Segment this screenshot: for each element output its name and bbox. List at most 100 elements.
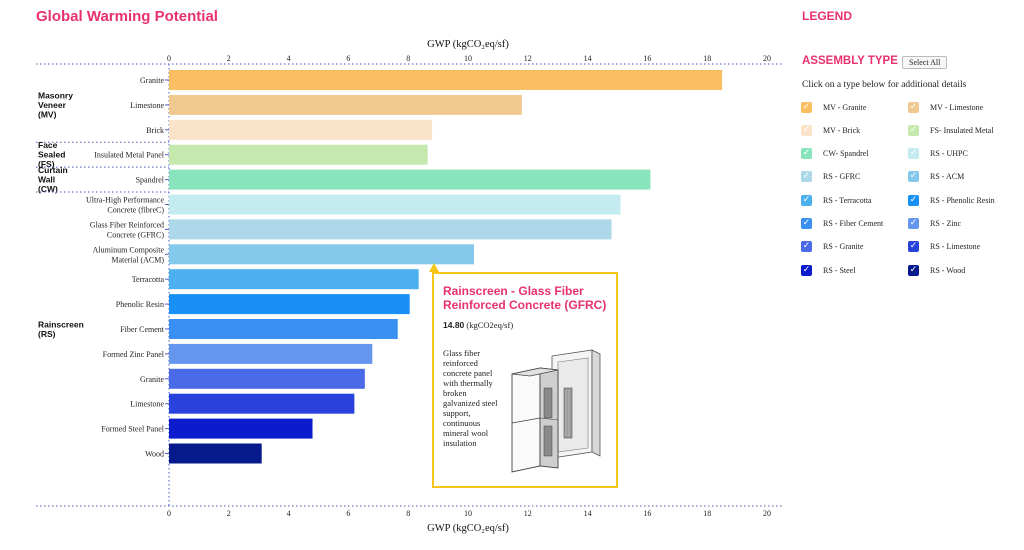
legend-hint: Click on a type below for additional det…: [802, 80, 967, 90]
checkbox[interactable]: ✓: [801, 148, 812, 160]
checkbox[interactable]: ✓: [908, 148, 919, 160]
x-tick-label-top: 16: [643, 54, 651, 63]
legend-item[interactable]: ✓ RS - UHPC: [908, 147, 968, 161]
checkbox[interactable]: ✓: [801, 171, 812, 183]
legend-item[interactable]: ✓ CW- Spandrel: [801, 147, 869, 161]
x-tick-label-bottom: 8: [406, 509, 410, 518]
legend-item[interactable]: ✓ RS - Limestone: [908, 240, 980, 254]
bar-label: Granite: [140, 375, 164, 384]
legend-item-label: MV - Brick: [823, 125, 861, 135]
x-tick-label-bottom: 0: [167, 509, 171, 518]
x-tick-label-bottom: 12: [524, 509, 532, 518]
bar-label: Limestone: [130, 101, 164, 110]
legend-item[interactable]: ✓ RS - Phenolic Resin: [908, 193, 995, 207]
bar: [169, 219, 612, 240]
legend-item[interactable]: ✓ FS- Insulated Metal: [908, 123, 994, 137]
x-tick-label-bottom: 18: [703, 509, 711, 518]
legend-item[interactable]: ✓ RS - GFRC: [801, 170, 860, 184]
tooltip-description: Glass fiber reinforced concrete panel wi…: [443, 348, 498, 448]
group-label: Face: [38, 140, 58, 150]
checkbox[interactable]: ✓: [908, 194, 919, 206]
bar-label: Formed Zinc Panel: [103, 350, 165, 359]
bar-label: Formed Steel Panel: [101, 425, 164, 434]
checkbox[interactable]: ✓: [801, 264, 812, 276]
legend-item[interactable]: ✓ RS - Zinc: [908, 217, 961, 231]
group-label: (CW): [38, 184, 58, 194]
x-tick-label-bottom: 6: [346, 509, 350, 518]
x-tick-label-top: 4: [287, 54, 291, 63]
tooltip-arrow: [429, 263, 439, 272]
check-icon: ✓: [802, 241, 811, 252]
bar-label: Insulated Metal Panel: [94, 151, 165, 160]
bar-label: Brick: [146, 126, 164, 135]
check-icon: ✓: [909, 148, 918, 159]
checkbox[interactable]: ✓: [801, 194, 812, 206]
bar-label: Concrete (fibreC): [107, 206, 164, 215]
check-icon: ✓: [909, 241, 918, 252]
checkbox[interactable]: ✓: [801, 124, 812, 136]
checkbox[interactable]: ✓: [801, 101, 812, 113]
checkbox[interactable]: ✓: [908, 241, 919, 253]
legend-item[interactable]: ✓ RS - Fiber Cement: [801, 217, 883, 231]
checkbox[interactable]: ✓: [908, 124, 919, 136]
x-tick-label-top: 12: [524, 54, 532, 63]
legend-item[interactable]: ✓ MV - Limestone: [908, 100, 983, 114]
group-label: Sealed: [38, 150, 65, 160]
checkbox[interactable]: ✓: [801, 218, 812, 229]
x-tick-label-bottom: 10: [464, 509, 472, 518]
legend-item[interactable]: ✓ MV - Brick: [801, 123, 860, 137]
legend-item-label: RS - Terracotta: [823, 195, 872, 205]
bar: [169, 393, 355, 414]
legend-item[interactable]: ✓ RS - Granite: [801, 240, 863, 254]
group-label: Masonry: [38, 90, 73, 100]
legend-item[interactable]: ✓ MV - Granite: [801, 100, 866, 114]
check-icon: ✓: [909, 101, 918, 112]
bar: [169, 418, 313, 439]
legend-item-label: RS - Wood: [930, 265, 966, 275]
x-tick-label-top: 6: [346, 54, 350, 63]
x-tick-label-top: 0: [167, 54, 171, 63]
group-label: Rainscreen: [38, 319, 84, 329]
legend-item[interactable]: ✓ RS - Wood: [908, 263, 965, 277]
legend-item-label: RS - Steel: [823, 265, 856, 275]
x-axis-title-top: GWP (kgCO₂eq/sf): [427, 39, 509, 50]
group-label: Veneer: [38, 100, 67, 110]
checkbox[interactable]: ✓: [908, 218, 919, 229]
x-tick-label-top: 20: [763, 54, 771, 63]
legend-title: LEGEND: [802, 9, 853, 23]
x-tick-label-bottom: 16: [643, 509, 651, 518]
x-tick-label-bottom: 2: [227, 509, 231, 518]
select-all-button[interactable]: Select All: [902, 56, 948, 69]
check-icon: ✓: [909, 171, 918, 182]
legend-item[interactable]: ✓ RS - Steel: [801, 263, 855, 277]
bar: [169, 194, 621, 215]
check-icon: ✓: [802, 101, 811, 112]
legend-item-label: RS - GFRC: [823, 172, 861, 182]
checkbox[interactable]: ✓: [908, 101, 919, 113]
check-icon: ✓: [909, 124, 918, 135]
x-tick-label-top: 10: [464, 54, 472, 63]
group-label: (MV): [38, 109, 57, 119]
gfrc-panel-assembly-drawing: [511, 349, 601, 473]
gwp-bar-chart: GWP (kgCO₂eq/sf) GWP (kgCO₂eq/sf) 0 0 2 2 4 4 6 6…: [36, 39, 782, 534]
checkbox[interactable]: ✓: [801, 241, 812, 253]
bar: [169, 119, 433, 140]
check-icon: ✓: [909, 194, 918, 205]
bar: [169, 144, 428, 165]
legend-item-label: RS - ACM: [930, 172, 965, 182]
checkbox[interactable]: ✓: [908, 171, 919, 183]
x-tick-label-top: 2: [227, 54, 231, 63]
legend-item[interactable]: ✓ RS - Terracotta: [801, 193, 872, 207]
check-icon: ✓: [909, 264, 918, 275]
legend-item-label: RS - UHPC: [930, 149, 968, 159]
tooltip-value: 14.80: [443, 320, 465, 330]
legend-item[interactable]: ✓ RS - ACM: [908, 170, 964, 184]
bar-label: Concrete (GFRC): [107, 230, 164, 239]
bar: [169, 443, 262, 464]
bar: [169, 368, 365, 389]
check-icon: ✓: [802, 194, 811, 205]
checkbox[interactable]: ✓: [908, 264, 919, 276]
bar-label: Limestone: [130, 400, 164, 409]
group-label: (FS): [38, 159, 55, 169]
bar-label: Phenolic Resin: [116, 300, 164, 309]
